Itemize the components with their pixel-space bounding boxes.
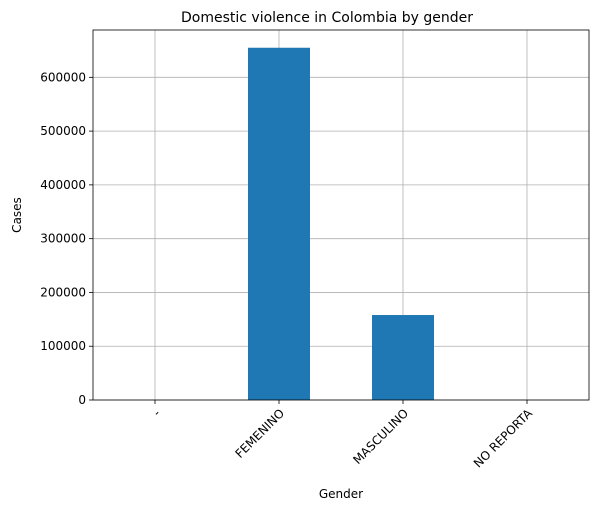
- x-tick-label: NO REPORTA: [471, 406, 536, 471]
- y-axis-label: Cases: [10, 197, 24, 233]
- y-tick-label: 100000: [40, 339, 86, 353]
- y-tick-label: 600000: [40, 70, 86, 84]
- y-tick-label: 200000: [40, 285, 86, 299]
- chart-title: Domestic violence in Colombia by gender: [181, 10, 473, 26]
- y-tick-label: 300000: [40, 232, 86, 246]
- y-tick-label: 400000: [40, 178, 86, 192]
- bar-femenino: [248, 47, 310, 400]
- plot-frame: [92, 29, 590, 401]
- y-tick-label: 500000: [40, 124, 86, 138]
- x-axis-label: Gender: [319, 487, 363, 501]
- y-tick-label: 0: [78, 393, 86, 407]
- x-tick-label: FEMENINO: [232, 406, 287, 461]
- bar-masculino: [372, 315, 434, 400]
- x-tick-label: MASCULINO: [350, 406, 411, 467]
- bars: [124, 47, 558, 400]
- x-tick-label: -: [150, 406, 163, 419]
- grid-lines: [93, 30, 589, 401]
